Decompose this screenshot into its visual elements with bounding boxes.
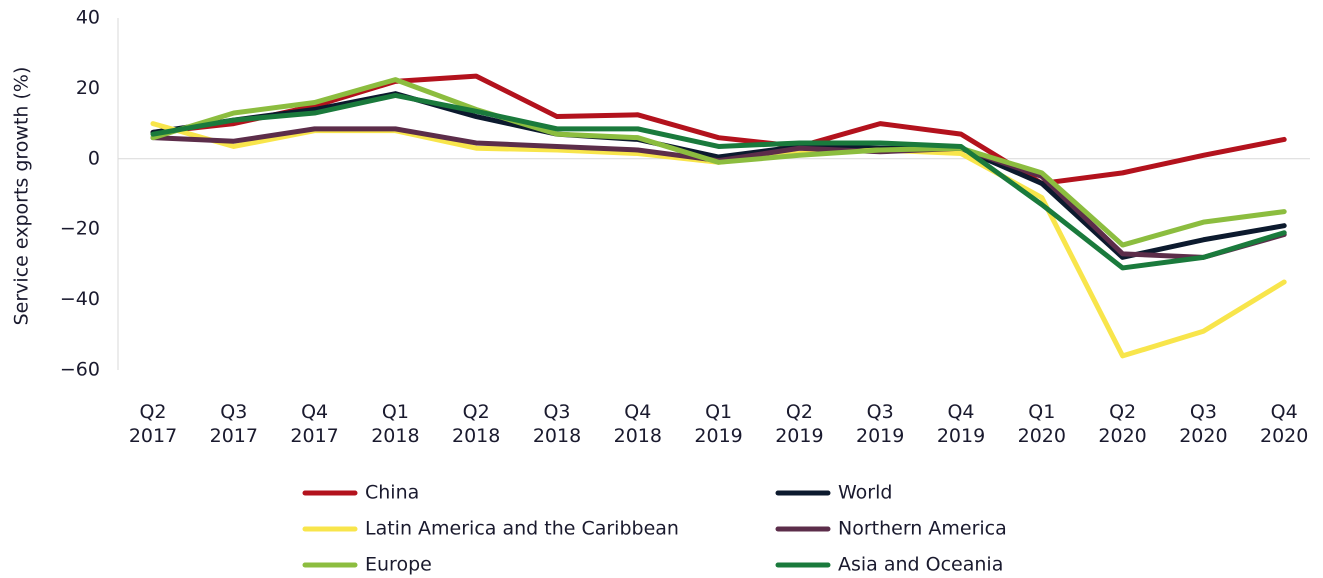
legend-label: Europe (365, 554, 432, 576)
y-tick-label: 40 (76, 7, 100, 29)
x-tick-label: Q4 2017 (290, 401, 339, 447)
y-tick-label: −40 (60, 288, 100, 310)
legend-label: World (838, 482, 892, 504)
series-line (150, 91, 1287, 260)
series-line (150, 77, 1287, 248)
x-tick-label: Q3 2019 (856, 401, 905, 447)
y-axis-label: Service exports growth (%) (11, 67, 33, 326)
series-line (150, 73, 1287, 186)
y-tick-label: −60 (60, 359, 100, 381)
x-tick-label: Q4 2020 (1260, 401, 1309, 447)
x-tick-label: Q4 2019 (936, 401, 986, 447)
legend-label: China (365, 482, 419, 504)
x-tick-label: Q1 2020 (1017, 401, 1066, 447)
y-tick-label: 20 (76, 77, 100, 99)
x-tick-label: Q3 2020 (1179, 401, 1228, 447)
x-tick-label: Q2 2019 (775, 401, 824, 447)
x-tick-label: Q3 2017 (209, 401, 258, 447)
legend-label: Latin America and the Caribbean (365, 518, 679, 540)
x-tick-label: Q2 2020 (1098, 401, 1147, 447)
x-tick-label: Q1 2019 (694, 401, 743, 447)
x-tick-label: Q1 2018 (371, 401, 420, 447)
x-tick-label: Q2 2017 (128, 401, 178, 447)
series-line (150, 92, 1287, 271)
x-tick-label: Q3 2018 (532, 401, 582, 447)
legend-label: Asia and Oceania (838, 554, 1003, 576)
y-tick-label: 0 (88, 147, 100, 169)
legend-label: Northern America (838, 518, 1007, 540)
x-tick-label: Q2 2018 (452, 401, 501, 447)
y-tick-label: −20 (60, 218, 100, 240)
x-tick-label: Q4 2018 (613, 401, 662, 447)
